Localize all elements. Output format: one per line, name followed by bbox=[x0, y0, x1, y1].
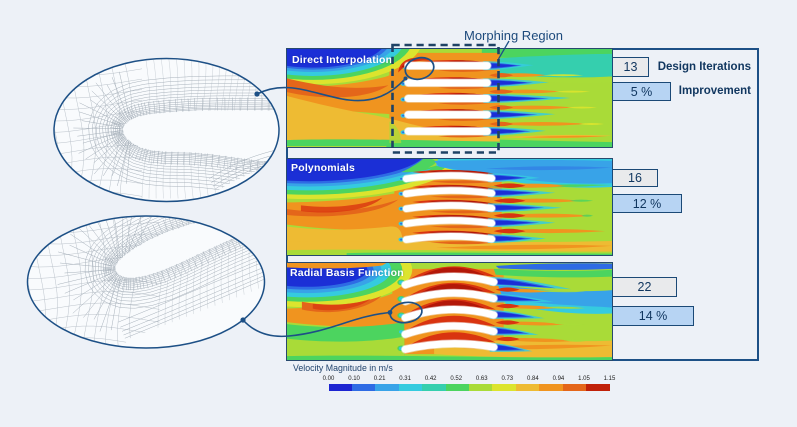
improvement-bar-polynomials: 12 % bbox=[612, 194, 682, 213]
colorbar-tick: 0.10 bbox=[348, 376, 360, 382]
colorbar-tick: 0.00 bbox=[322, 376, 335, 382]
colorbar-block bbox=[515, 384, 540, 391]
colorbar-block bbox=[492, 384, 516, 391]
iterations-bar-radial-basis-function: 22 bbox=[612, 276, 677, 297]
improvement-value: 12 % bbox=[632, 196, 662, 211]
colorbar-tick: 1.05 bbox=[578, 376, 590, 382]
iterations-bar-polynomials: 16 bbox=[612, 169, 658, 187]
cfd-contour-polynomials bbox=[287, 158, 612, 255]
colorbar-tick: 0.42 bbox=[424, 376, 437, 382]
iterations-bar-direct-interpolation: 13 bbox=[612, 57, 649, 77]
morphing-region-label: Morphing Region bbox=[464, 28, 564, 43]
iterations-value: 22 bbox=[637, 279, 652, 294]
colorbar-block bbox=[539, 384, 563, 391]
colorbar-block bbox=[398, 384, 423, 391]
design-iterations-caption: Design Iterations bbox=[657, 60, 751, 73]
colorbar-strip bbox=[328, 384, 610, 391]
colorbar-block bbox=[422, 384, 446, 391]
colorbar-tick: 0.63 bbox=[475, 376, 488, 382]
iterations-value: 13 bbox=[623, 60, 638, 74]
colorbar-tick: 0.31 bbox=[399, 376, 411, 382]
panel-title-radial-basis-function: Radial Basis Function bbox=[290, 266, 404, 279]
colorbar-tick: 0.21 bbox=[373, 376, 386, 382]
colorbar-block bbox=[445, 384, 470, 391]
improvement-bar-radial-basis-function: 14 % bbox=[612, 306, 694, 326]
colorbar-block bbox=[469, 384, 493, 391]
colorbar-tick: 0.84 bbox=[527, 376, 539, 382]
panel-title-polynomials: Polynomials bbox=[291, 162, 356, 174]
improvement-value: 5 % bbox=[630, 84, 653, 99]
colorbar-tick: 0.52 bbox=[450, 376, 463, 382]
colorbar-block bbox=[328, 384, 352, 391]
colorbar-tick: 0.73 bbox=[501, 376, 514, 382]
colorbar-block bbox=[375, 384, 399, 391]
cfd-panel-polynomials bbox=[286, 157, 613, 256]
colorbar-block bbox=[562, 384, 587, 391]
colorbar-block bbox=[586, 384, 610, 391]
improvement-value: 14 % bbox=[638, 309, 668, 323]
colorbar-block bbox=[351, 384, 376, 391]
iterations-value: 16 bbox=[628, 171, 642, 185]
improvement-bar-direct-interpolation: 5 % bbox=[612, 82, 671, 101]
panel-title-direct-interpolation: Direct Interpolation bbox=[292, 54, 393, 66]
colorbar-tick: 0.94 bbox=[552, 376, 565, 382]
improvement-caption: Improvement bbox=[678, 85, 751, 98]
mesh-closeup-original bbox=[53, 57, 280, 203]
colorbar-tick: 1.15 bbox=[603, 376, 616, 382]
mesh-closeup-morphed bbox=[26, 215, 266, 349]
colorbar-title: Velocity Magnitude in m/s bbox=[293, 362, 393, 373]
